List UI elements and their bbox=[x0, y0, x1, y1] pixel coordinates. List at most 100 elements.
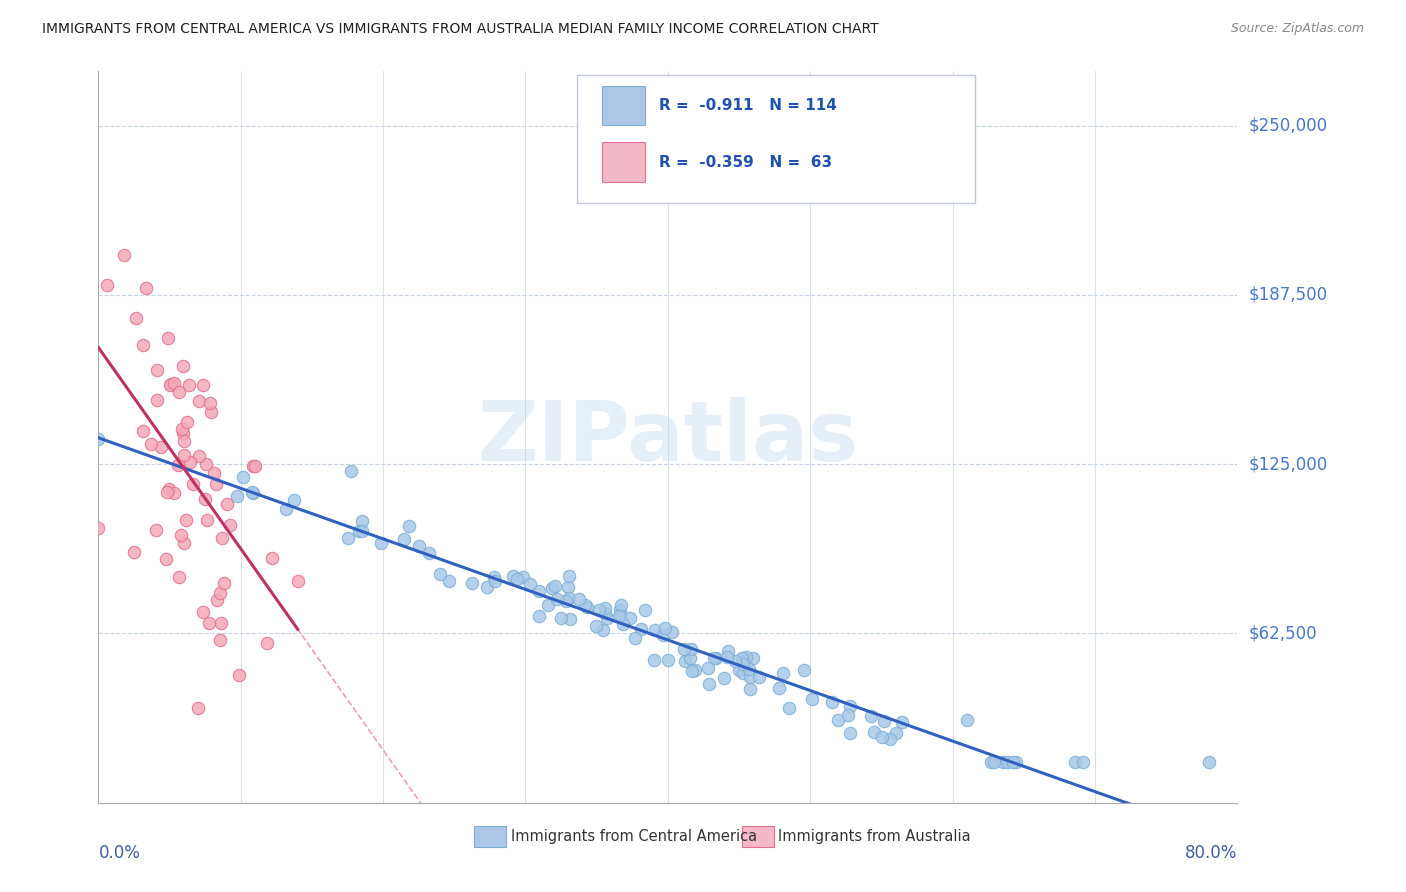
Point bbox=[544, 579, 567, 593]
Point bbox=[163, 485, 186, 500]
Point bbox=[661, 625, 683, 640]
Text: $62,500: $62,500 bbox=[1249, 624, 1317, 642]
Text: $250,000: $250,000 bbox=[1249, 117, 1327, 135]
Point bbox=[135, 280, 157, 294]
Point bbox=[859, 708, 882, 723]
Point bbox=[181, 477, 204, 491]
Point bbox=[593, 606, 616, 620]
Point bbox=[730, 651, 752, 665]
Point bbox=[595, 601, 617, 615]
Text: 0.0%: 0.0% bbox=[98, 845, 141, 863]
Point bbox=[96, 278, 118, 293]
Point bbox=[240, 484, 263, 499]
Point bbox=[228, 668, 250, 682]
Point bbox=[122, 545, 145, 559]
Point bbox=[287, 574, 309, 588]
Point bbox=[568, 592, 591, 607]
Point bbox=[418, 545, 440, 559]
Point bbox=[993, 755, 1015, 769]
Point bbox=[209, 615, 232, 630]
Point bbox=[609, 603, 631, 617]
Point bbox=[212, 576, 235, 591]
Point bbox=[596, 611, 619, 625]
FancyBboxPatch shape bbox=[742, 826, 773, 847]
Point bbox=[741, 651, 763, 665]
Point bbox=[983, 755, 1005, 769]
Point bbox=[681, 664, 703, 678]
Text: Source: ZipAtlas.com: Source: ZipAtlas.com bbox=[1230, 22, 1364, 36]
Point bbox=[884, 726, 907, 740]
Point bbox=[349, 524, 371, 538]
Point bbox=[609, 609, 631, 624]
FancyBboxPatch shape bbox=[602, 143, 645, 182]
Point bbox=[159, 378, 181, 392]
Point bbox=[506, 572, 529, 586]
Point bbox=[167, 384, 190, 399]
Point bbox=[429, 567, 451, 582]
Point bbox=[557, 580, 579, 594]
Point bbox=[188, 394, 211, 409]
Point bbox=[651, 628, 673, 642]
Point bbox=[167, 570, 190, 584]
Point bbox=[738, 662, 761, 676]
Text: ZIPatlas: ZIPatlas bbox=[478, 397, 858, 477]
Point bbox=[198, 396, 221, 410]
Point bbox=[717, 644, 740, 658]
Point bbox=[173, 536, 195, 550]
Point bbox=[704, 651, 727, 665]
Point bbox=[703, 650, 725, 665]
Point bbox=[713, 671, 735, 685]
Point bbox=[585, 619, 607, 633]
Point bbox=[675, 654, 697, 668]
Point bbox=[170, 422, 193, 436]
Point bbox=[609, 607, 631, 622]
Point bbox=[156, 484, 179, 499]
Point bbox=[1071, 755, 1094, 769]
Point bbox=[145, 523, 167, 537]
Point bbox=[170, 528, 193, 542]
Point bbox=[1004, 755, 1026, 769]
Point bbox=[529, 584, 551, 599]
Point bbox=[174, 513, 197, 527]
Text: R =  -0.911   N = 114: R = -0.911 N = 114 bbox=[659, 98, 837, 113]
Point bbox=[839, 726, 862, 740]
Point bbox=[132, 424, 155, 438]
Point bbox=[738, 681, 761, 696]
Point bbox=[124, 311, 146, 326]
Point bbox=[519, 577, 541, 591]
Point bbox=[1064, 755, 1087, 769]
Point bbox=[208, 633, 231, 648]
Point bbox=[215, 496, 238, 510]
FancyBboxPatch shape bbox=[576, 75, 976, 203]
Point bbox=[194, 491, 217, 506]
Point bbox=[232, 470, 254, 484]
Text: R =  -0.359   N =  63: R = -0.359 N = 63 bbox=[659, 154, 832, 169]
Point bbox=[547, 592, 569, 607]
Point bbox=[734, 650, 756, 665]
Point bbox=[398, 518, 420, 533]
Point bbox=[724, 654, 747, 668]
Point bbox=[87, 521, 110, 535]
Point bbox=[537, 598, 560, 612]
Point bbox=[558, 591, 581, 606]
Point bbox=[149, 440, 172, 454]
Point bbox=[141, 436, 163, 450]
Point bbox=[274, 502, 297, 516]
Point bbox=[575, 599, 598, 614]
Text: $187,500: $187,500 bbox=[1249, 285, 1327, 304]
Point bbox=[198, 616, 221, 631]
Point bbox=[540, 582, 562, 596]
Point bbox=[173, 448, 195, 462]
Point bbox=[624, 631, 647, 645]
Point bbox=[980, 755, 1002, 769]
Text: $125,000: $125,000 bbox=[1249, 455, 1327, 473]
Point bbox=[179, 378, 201, 392]
Point bbox=[555, 594, 578, 608]
Point bbox=[502, 569, 524, 583]
Text: Immigrants from Australia: Immigrants from Australia bbox=[779, 829, 972, 844]
Point bbox=[630, 622, 652, 636]
Point bbox=[370, 536, 392, 550]
Point bbox=[146, 393, 169, 408]
Point bbox=[657, 653, 679, 667]
Point bbox=[336, 531, 359, 545]
